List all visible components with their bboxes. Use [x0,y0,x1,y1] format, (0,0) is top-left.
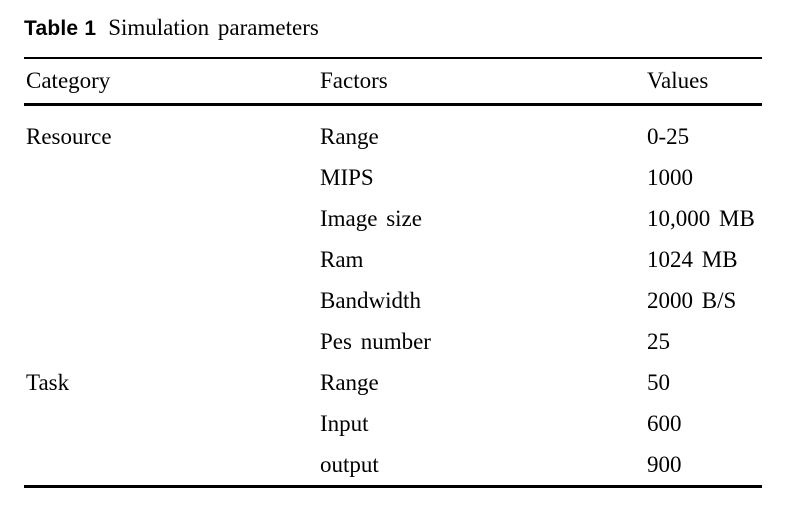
cell-category: Task [26,369,70,395]
cell-value: 0-25 [647,123,690,149]
table-body: Resource Range 0-25 MIPS 1000 Image size 10,00… [24,105,762,487]
cell-value: 10,000 MB [647,205,755,231]
header-row: Category Factors Values [24,58,762,106]
cell-factor: Range [320,369,379,395]
cell-value: 50 [647,369,670,395]
table-row: MIPS 1000 [24,157,762,198]
cell-factor: output [320,451,379,477]
cell-value: 25 [647,328,670,354]
col-header-factors: Factors [318,58,645,106]
table-caption: Table 1 Simulation parameters [24,14,762,42]
cell-factor: Pes number [320,328,431,354]
cell-category [24,198,318,239]
col-header-category: Category [24,58,318,106]
table-row: Image size 10,000 MB [24,198,762,239]
cell-category [24,444,318,487]
table-row: Task Range 50 [24,362,762,403]
table-1-block: Table 1 Simulation parameters Category Fa… [24,14,762,488]
table-row: Bandwidth 2000 B/S [24,280,762,321]
table-label: Table 1 [24,17,97,40]
parameters-table: Category Factors Values Resource Range 0-2… [24,57,762,488]
table-row: Input 600 [24,403,762,444]
cell-factor: Range [320,123,379,149]
table-row: Pes number 25 [24,321,762,362]
cell-factor: Ram [320,246,364,272]
cell-category [24,157,318,198]
table-row: output 900 [24,444,762,487]
cell-category: Resource [26,123,112,149]
col-header-values: Values [645,58,762,106]
cell-factor: Input [320,410,369,436]
cell-category [24,280,318,321]
cell-value: 900 [647,451,682,477]
cell-factor: MIPS [320,164,374,190]
cell-factor: Bandwidth [320,287,421,313]
table-row: Ram 1024 MB [24,239,762,280]
cell-value: 600 [647,410,682,436]
cell-category [24,403,318,444]
cell-category [24,239,318,280]
table-row: Resource Range 0-25 [24,105,762,158]
table-caption-text: Simulation parameters [108,15,319,40]
cell-category [24,321,318,362]
cell-factor: Image size [320,205,422,231]
cell-value: 2000 B/S [647,287,737,313]
cell-value: 1024 MB [647,246,738,272]
cell-value: 1000 [647,164,693,190]
